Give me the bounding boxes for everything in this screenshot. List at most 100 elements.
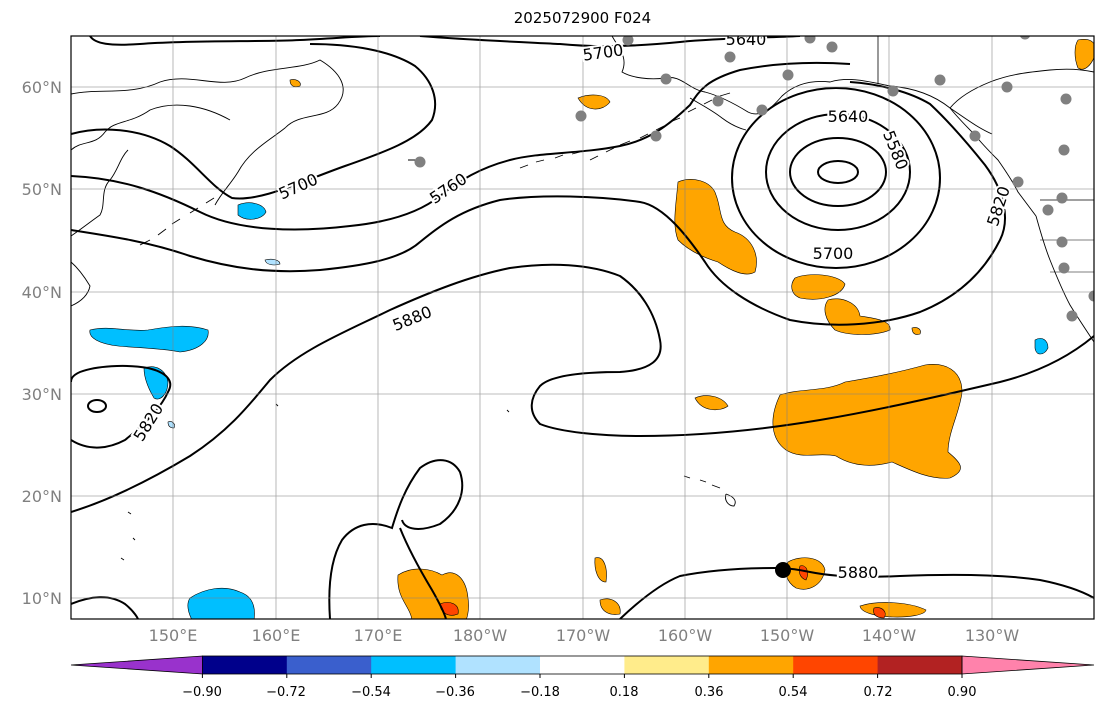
station-dot	[414, 156, 426, 168]
coastline-northern-interior	[949, 68, 1094, 109]
station-dot	[1056, 192, 1068, 204]
lon-label: 130°W	[965, 626, 1020, 645]
colorbar-label: −0.18	[520, 685, 560, 700]
station-dot	[1060, 93, 1072, 105]
map-area: 5700 5640 5700 5760 5640 5580 5820 5700 …	[71, 30, 1094, 619]
contour-5880-main	[71, 263, 1094, 513]
station-dot	[1066, 310, 1078, 322]
map-title: 2025072900 F024	[513, 9, 652, 27]
lat-label: 60°N	[22, 78, 62, 97]
coastline-us-west	[1035, 215, 1094, 343]
positive-anomaly-area	[289, 79, 301, 88]
coastline-aleutians-west	[519, 151, 581, 169]
map-frame	[70, 35, 1095, 620]
lon-label: 140°W	[862, 626, 917, 645]
colorbar-label: 0.36	[695, 685, 724, 700]
station-dot	[934, 74, 946, 86]
coastline-aleutians	[589, 92, 731, 161]
tropical-cyclone-marker	[775, 562, 791, 578]
lat-label: 40°N	[22, 283, 62, 302]
lon-label: 150°E	[149, 626, 198, 645]
colorbar-label: −0.36	[435, 685, 475, 700]
coastline-korea	[71, 261, 91, 307]
colorbar-segment	[708, 656, 794, 674]
contour-5640	[765, 113, 911, 231]
station-dot	[1001, 81, 1013, 93]
coastline-bc	[949, 107, 1037, 217]
contour-low-center	[817, 160, 859, 184]
station-dot	[660, 73, 672, 85]
lon-label: 180°W	[453, 626, 508, 645]
positive-anomaly-area	[791, 274, 846, 300]
positive-anomaly-area	[594, 557, 607, 583]
negative-anomaly-area	[187, 587, 255, 619]
positive-anomaly-area	[1074, 39, 1094, 70]
station-dot	[1056, 236, 1068, 248]
lon-label: 160°W	[658, 626, 713, 645]
station-dot	[969, 130, 981, 142]
colorbar-segment	[624, 656, 710, 674]
latitude-labels: 60°N 50°N 40°N 30°N 20°N 10°N	[22, 78, 62, 608]
coastline-alaska-peninsula	[689, 97, 747, 131]
contour-5760	[71, 61, 851, 231]
colorbar-label: −0.90	[182, 685, 222, 700]
station-dot	[575, 110, 587, 122]
station-markers	[414, 36, 1094, 322]
lat-label: 30°N	[22, 385, 62, 404]
contour-5700-ring	[731, 87, 941, 269]
colorbar-extend-low	[70, 655, 203, 675]
station-dot	[1058, 144, 1070, 156]
negative-anomaly-area	[1034, 338, 1049, 355]
positive-anomaly-area	[674, 179, 757, 275]
coastline-hawaii	[683, 475, 736, 507]
station-dot	[712, 95, 724, 107]
contour-5700-siberia	[71, 43, 437, 200]
positive-anomaly-area	[911, 327, 921, 335]
longitude-labels: 150°E 160°E 170°E 180°W 170°W 160°W 150°…	[149, 626, 1020, 645]
coastlines	[71, 36, 1094, 561]
station-dot	[826, 41, 838, 53]
coastline-japan	[71, 149, 129, 237]
contour-5880-trough	[619, 566, 1094, 619]
station-dot	[1042, 204, 1054, 216]
station-dot	[1012, 176, 1024, 188]
contour-5880-tropical	[328, 459, 464, 619]
colorbar-segment	[286, 656, 372, 674]
lon-label: 170°E	[354, 626, 403, 645]
contour-5880-tropical-2	[399, 527, 447, 619]
colorbar-frame	[201, 655, 963, 675]
station-dot	[887, 85, 899, 97]
coastline-islands	[120, 159, 510, 561]
station-dot	[782, 69, 794, 81]
contour-label: 5640	[726, 30, 767, 49]
lat-label: 10°N	[22, 589, 62, 608]
colorbar-label: 0.18	[610, 685, 639, 700]
colorbar-segment	[371, 656, 457, 674]
colorbar-label: −0.54	[351, 685, 391, 700]
colorbar-extend-high	[961, 655, 1095, 675]
lat-label: 50°N	[22, 180, 62, 199]
contour-5700-north	[89, 36, 381, 46]
colorbar-labels: −0.90 −0.72 −0.54 −0.36 −0.18 0.18 0.36 …	[182, 685, 976, 700]
contour-small-closed	[87, 399, 107, 413]
positive-anomaly-area	[694, 395, 729, 411]
contour-label: 5640	[828, 107, 869, 126]
contour-5820-north	[71, 81, 1006, 326]
strong-positive-core	[873, 607, 886, 619]
colorbar-label: 0.72	[864, 685, 893, 700]
contour-5880-south	[71, 596, 139, 619]
negative-anomaly-area	[143, 366, 169, 400]
station-dot	[1019, 36, 1031, 40]
lon-label: 160°E	[252, 626, 301, 645]
colorbar-segments	[70, 655, 1095, 675]
lon-label: 170°W	[556, 626, 611, 645]
station-dot	[724, 51, 736, 63]
colorbar-label: −0.72	[266, 685, 306, 700]
positive-anomaly-area	[577, 94, 611, 110]
contour-5820-west	[71, 364, 172, 449]
contour-5580	[789, 137, 887, 207]
gridlines	[71, 36, 1094, 619]
coastline-siberia	[71, 59, 344, 206]
positive-anomaly-area	[599, 598, 621, 615]
